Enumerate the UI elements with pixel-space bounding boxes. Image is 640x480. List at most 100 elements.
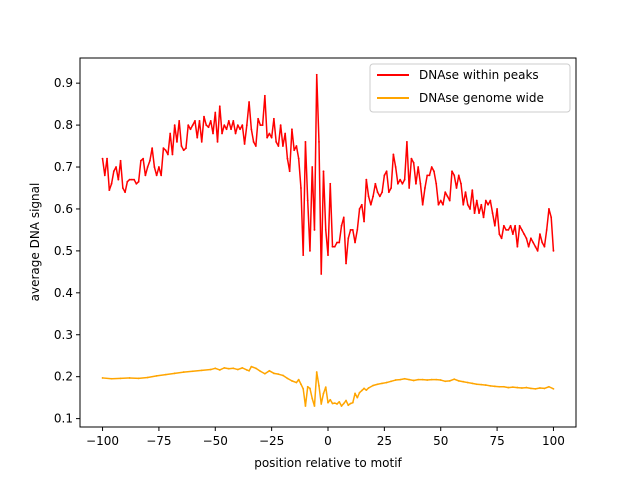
data-point — [412, 379, 415, 382]
data-point — [160, 174, 163, 177]
data-point — [419, 182, 422, 185]
data-point — [311, 397, 314, 400]
y-tick-label: 0.7 — [54, 160, 73, 174]
data-point — [297, 157, 300, 160]
data-point — [493, 385, 496, 388]
data-point — [329, 182, 332, 185]
data-point — [227, 120, 230, 122]
data-point — [342, 216, 345, 219]
data-point — [282, 145, 284, 147]
data-point — [194, 120, 196, 122]
data-point — [196, 136, 199, 139]
data-point — [451, 170, 453, 173]
data-point — [349, 229, 352, 231]
data-point — [548, 385, 550, 388]
data-point — [399, 378, 402, 381]
data-point — [363, 387, 365, 390]
data-point — [106, 157, 108, 160]
data-point — [315, 371, 318, 373]
x-axis: −100 −75 −50 −25 0 25 50 75 100 — [86, 427, 565, 448]
data-point — [297, 378, 300, 381]
data-point — [446, 195, 449, 198]
data-point — [191, 124, 194, 126]
data-point — [530, 237, 532, 240]
x-tick-label: −75 — [146, 434, 171, 448]
data-point — [295, 145, 298, 147]
data-point — [358, 208, 361, 210]
data-point — [421, 203, 424, 206]
y-tick-label: 0.5 — [54, 244, 73, 258]
data-point — [300, 187, 302, 189]
data-point — [415, 182, 417, 185]
data-point — [539, 233, 541, 236]
data-point — [331, 402, 334, 405]
data-point — [306, 199, 309, 202]
data-point — [164, 373, 167, 376]
data-point — [221, 132, 223, 135]
data-point — [144, 174, 147, 177]
data-point — [507, 229, 510, 231]
data-point — [511, 233, 514, 236]
data-point — [511, 386, 514, 389]
data-point — [124, 191, 126, 194]
data-point — [426, 174, 429, 177]
data-point — [268, 132, 271, 135]
data-point — [234, 132, 237, 135]
data-point — [543, 387, 546, 390]
data-point — [381, 191, 384, 194]
y-tick-label: 0.1 — [54, 412, 73, 426]
data-point — [525, 386, 528, 389]
data-point — [462, 203, 465, 206]
data-point — [496, 208, 498, 210]
y-axis: 0.1 0.2 0.3 0.4 0.5 0.6 0.7 0.8 0.9 — [54, 76, 80, 426]
data-point — [200, 140, 203, 143]
data-point — [173, 372, 176, 375]
data-point — [128, 377, 131, 379]
data-point — [300, 383, 302, 386]
data-point — [162, 147, 165, 150]
data-point — [171, 153, 174, 156]
data-point — [457, 174, 460, 177]
data-point — [250, 128, 253, 131]
data-point — [225, 128, 228, 131]
data-point — [543, 245, 546, 248]
data-point — [291, 128, 293, 131]
data-point — [403, 178, 406, 181]
data-point — [252, 140, 255, 143]
data-point — [444, 380, 447, 383]
data-point — [383, 174, 386, 177]
data-point — [248, 101, 250, 103]
data-point — [433, 170, 435, 173]
data-point — [541, 241, 544, 244]
data-point — [286, 157, 289, 160]
data-point — [209, 120, 212, 122]
data-point — [128, 178, 131, 181]
data-point — [475, 383, 478, 386]
data-point — [394, 379, 397, 381]
data-point — [302, 387, 305, 390]
data-point — [502, 224, 505, 227]
data-point — [417, 166, 420, 168]
x-tick-label: −25 — [259, 434, 284, 448]
data-point — [516, 245, 519, 248]
data-point — [340, 224, 343, 227]
legend-box — [369, 63, 571, 113]
data-point — [293, 149, 296, 152]
data-point — [315, 73, 318, 76]
data-point — [329, 398, 332, 401]
data-point — [482, 216, 485, 219]
data-point — [437, 203, 440, 206]
data-point — [270, 136, 273, 139]
series-points-dnase-within-peaks — [101, 73, 555, 275]
data-point — [502, 385, 505, 388]
data-point — [279, 124, 282, 126]
data-point — [218, 105, 221, 108]
data-point — [331, 245, 334, 248]
data-point — [250, 365, 253, 368]
data-point — [550, 216, 553, 219]
data-point — [367, 387, 370, 389]
data-point — [187, 124, 190, 126]
data-point — [340, 405, 343, 407]
y-tick-label: 0.9 — [54, 76, 73, 90]
x-tick-label: 100 — [542, 434, 565, 448]
